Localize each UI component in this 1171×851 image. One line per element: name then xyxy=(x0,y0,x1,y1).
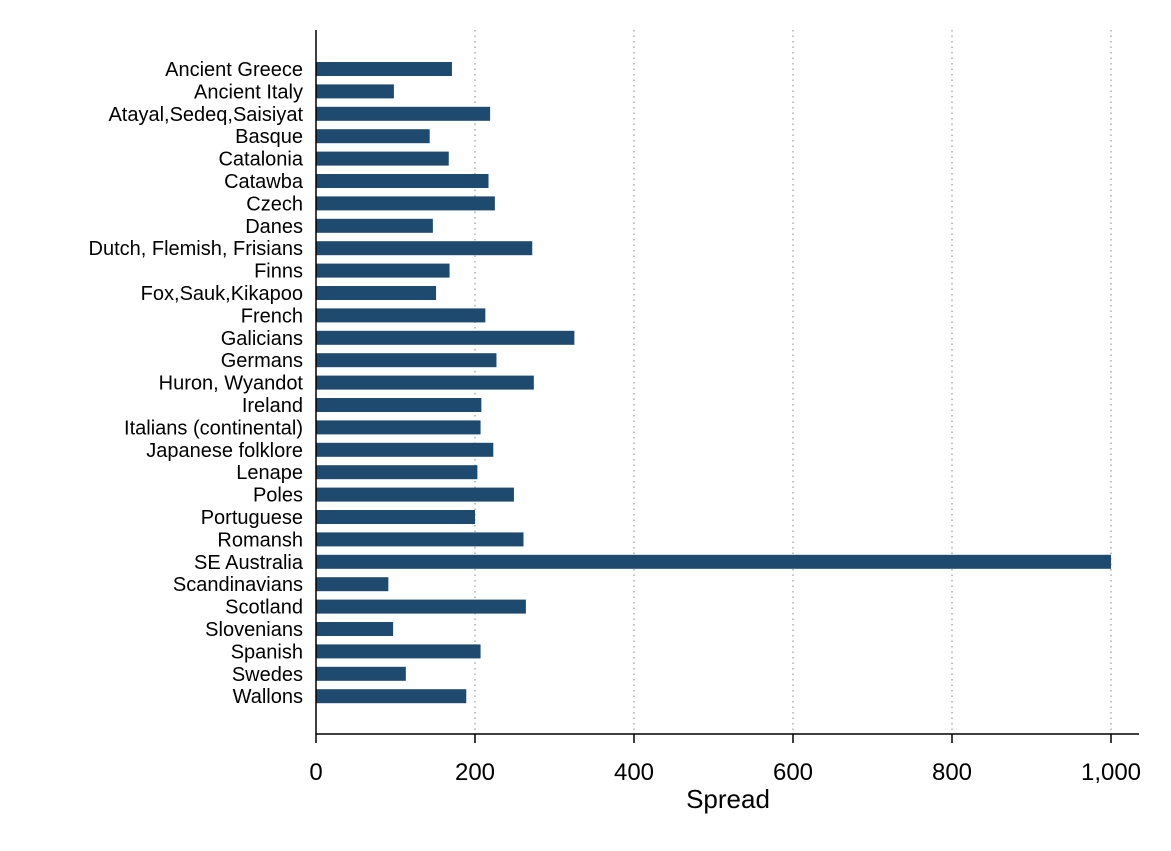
bar xyxy=(316,353,497,368)
bar xyxy=(316,196,495,211)
bar xyxy=(316,241,533,256)
bar xyxy=(316,465,478,480)
category-label: Scotland xyxy=(225,597,303,619)
bar xyxy=(316,286,437,300)
category-label: Romansh xyxy=(217,529,303,551)
category-label: Swedes xyxy=(232,664,303,686)
bar xyxy=(316,263,450,278)
x-tick-label: 200 xyxy=(455,759,495,786)
bar xyxy=(316,510,475,524)
category-label: Italians (continental) xyxy=(124,417,303,439)
category-label: Ancient Greece xyxy=(165,59,303,81)
bar xyxy=(316,599,526,614)
bar xyxy=(316,84,394,99)
x-tick-label: 0 xyxy=(309,759,322,786)
category-label: Basque xyxy=(235,126,303,148)
bar xyxy=(316,532,524,547)
x-axis-title: Spread xyxy=(686,784,770,814)
category-label: French xyxy=(241,305,303,327)
category-label: Galicians xyxy=(221,328,303,350)
category-label: Catawba xyxy=(224,171,304,193)
category-label: Danes xyxy=(245,216,303,238)
x-tick-label: 800 xyxy=(932,759,972,786)
bar xyxy=(316,420,481,435)
category-label: SE Australia xyxy=(194,552,304,574)
bar xyxy=(316,308,486,323)
category-label: Spanish xyxy=(231,641,303,663)
bar xyxy=(316,487,514,502)
gridlines xyxy=(474,30,1112,734)
category-label: Ireland xyxy=(242,395,303,417)
category-label: Scandinavians xyxy=(173,574,303,596)
bar xyxy=(316,554,1111,569)
bar xyxy=(316,106,491,121)
bar xyxy=(316,577,389,592)
bar xyxy=(316,666,406,681)
category-label: Ancient Italy xyxy=(194,81,303,103)
category-label: Lenape xyxy=(236,462,303,484)
category-label: Atayal,Sedeq,Saisiyat xyxy=(108,104,303,126)
bar xyxy=(316,689,467,704)
axes xyxy=(315,30,1139,735)
category-label: Slovenians xyxy=(205,619,303,641)
category-label: Poles xyxy=(253,485,303,507)
bar xyxy=(316,442,494,457)
x-ticks: 0 200 400 600 800 1,000 xyxy=(309,734,1141,786)
bar xyxy=(316,375,534,390)
category-label: Fox,Sauk,Kikapoo xyxy=(141,283,303,305)
category-label: Portuguese xyxy=(201,507,303,529)
category-label: Dutch, Flemish, Frisians xyxy=(89,238,304,260)
category-label: Japanese folklore xyxy=(146,440,303,462)
category-label: Catalonia xyxy=(218,149,303,171)
x-tick-label: 600 xyxy=(773,759,813,786)
category-label: Czech xyxy=(246,193,303,215)
bar xyxy=(316,151,449,166)
x-tick-label: 1,000 xyxy=(1081,759,1141,786)
bar xyxy=(316,330,575,345)
x-tick-label: 400 xyxy=(614,759,654,786)
bar xyxy=(316,398,482,412)
bar xyxy=(316,644,481,659)
category-label: Finns xyxy=(254,261,303,283)
bar xyxy=(316,622,394,636)
category-label: Germans xyxy=(221,350,303,372)
bar xyxy=(316,129,430,144)
category-label: Huron, Wyandot xyxy=(159,373,304,395)
bar xyxy=(316,218,433,233)
bar xyxy=(316,62,452,76)
bar xyxy=(316,174,489,188)
category-label: Wallons xyxy=(233,686,303,708)
bars xyxy=(316,62,1111,704)
